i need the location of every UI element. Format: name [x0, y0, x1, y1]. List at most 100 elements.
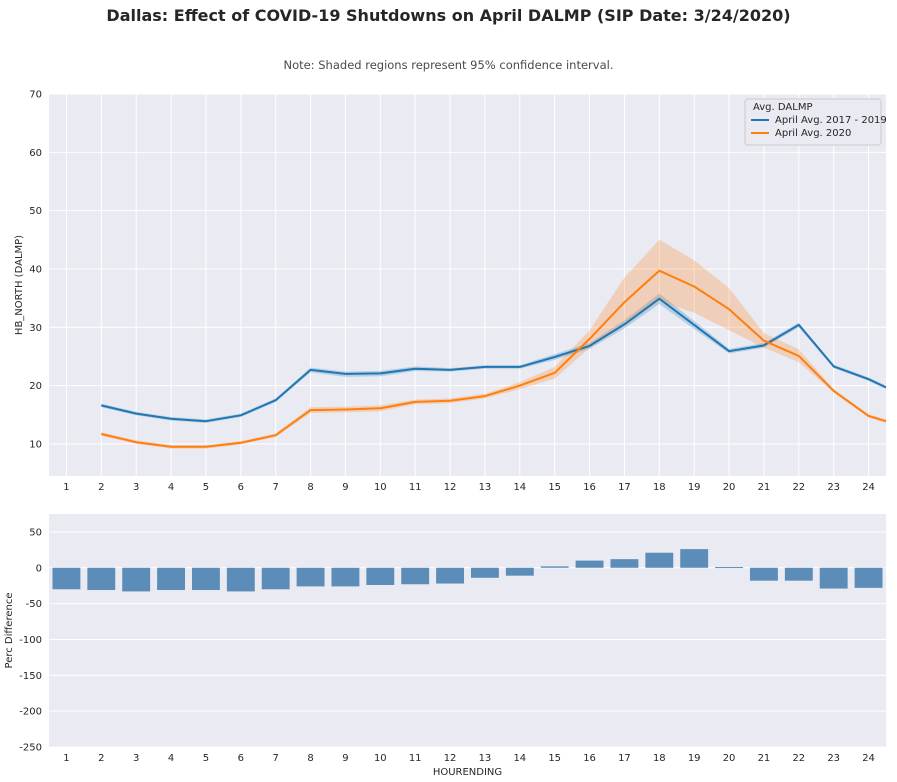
series-line-2: [101, 269, 887, 448]
top-x-tick-label: 22: [792, 482, 805, 493]
top-y-tick-label: 70: [29, 90, 42, 101]
top-x-tick-label: 11: [409, 482, 422, 493]
top-x-tick-label: 1: [63, 482, 69, 493]
bottom-x-tick-label: 22: [792, 753, 805, 764]
series-ci-band-1: [101, 293, 887, 423]
top-y-tick-label: 40: [29, 264, 42, 275]
bar-7: [261, 567, 290, 590]
bottom-x-tick-label: 10: [374, 753, 387, 764]
bar-17: [610, 559, 639, 568]
series-ci-band-2: [101, 239, 887, 449]
bottom-x-tick-label: 12: [444, 753, 457, 764]
top-x-tick-label: 15: [548, 482, 561, 493]
legend-title: Avg. DALMP: [753, 102, 812, 113]
bottom-x-tick-label: 1: [63, 753, 69, 764]
bar-1: [52, 567, 81, 590]
legend: Avg. DALMP April Avg. 2017 - 2019 April Av…: [744, 98, 887, 146]
bottom-x-tick-label: 15: [548, 753, 561, 764]
bar-24: [854, 567, 883, 588]
bottom-x-tick-label: 21: [758, 753, 771, 764]
bar-5: [191, 567, 220, 590]
bar-2: [87, 567, 116, 590]
top-x-tick-label: 13: [479, 482, 492, 493]
bottom-x-tick-label: 13: [479, 753, 492, 764]
bottom-y-axis-label: Perc Difference: [4, 593, 15, 669]
bottom-x-tick-label: 8: [307, 753, 313, 764]
bar-8: [296, 567, 325, 587]
bar-16: [575, 560, 604, 568]
top-x-tick-label: 18: [653, 482, 666, 493]
bottom-y-tick-label: 50: [29, 527, 42, 538]
top-x-tick-label: 17: [618, 482, 631, 493]
legend-entry-1: April Avg. 2017 - 2019: [775, 115, 887, 126]
bottom-x-tick-label: 24: [862, 753, 875, 764]
bottom-x-tick-label: 2: [98, 753, 104, 764]
bar-21: [749, 567, 778, 581]
top-x-tick-label: 16: [583, 482, 596, 493]
bottom-x-tick-label: 20: [723, 753, 736, 764]
bottom-x-tick-label: 11: [409, 753, 422, 764]
bottom-x-tick-label: 18: [653, 753, 666, 764]
top-y-tick-label: 50: [29, 206, 42, 217]
series-line-1: [101, 297, 887, 423]
top-x-tick-label: 23: [827, 482, 840, 493]
top-x-tick-label: 12: [444, 482, 457, 493]
bottom-y-tick-label: -100: [19, 635, 42, 646]
top-y-tick-label: 30: [29, 323, 42, 334]
bottom-x-tick-label: 7: [273, 753, 279, 764]
top-x-tick-label: 24: [862, 482, 875, 493]
top-x-tick-label: 7: [273, 482, 279, 493]
bottom-x-tick-label: 3: [133, 753, 139, 764]
bar-10: [366, 567, 395, 585]
bottom-y-tick-label: -150: [19, 671, 42, 682]
bottom-plot-area: [49, 514, 886, 747]
bar-9: [331, 567, 360, 587]
bottom-x-tick-label: 5: [203, 753, 209, 764]
bottom-x-tick-label: 19: [688, 753, 701, 764]
bottom-x-tick-label: 17: [618, 753, 631, 764]
bar-11: [401, 567, 430, 585]
bottom-x-tick-label: 14: [513, 753, 526, 764]
top-x-tick-label: 9: [342, 482, 348, 493]
bottom-x-tick-label: 23: [827, 753, 840, 764]
bottom-x-tick-label: 6: [238, 753, 244, 764]
bottom-y-tick-label: -50: [26, 599, 42, 610]
bar-6: [226, 567, 255, 592]
bottom-y-tick-label: -200: [19, 707, 42, 718]
figure-note: Note: Shaded regions represent 95% confi…: [283, 58, 614, 72]
bar-22: [784, 567, 813, 581]
bottom-x-tick-label: 9: [342, 753, 348, 764]
bar-3: [122, 567, 151, 592]
legend-box: [744, 98, 882, 146]
bar-19: [680, 549, 709, 568]
top-x-tick-label: 10: [374, 482, 387, 493]
top-plot-area: [49, 94, 886, 476]
top-y-tick-label: 60: [29, 148, 42, 159]
bottom-y-tick-label: -250: [19, 743, 42, 754]
legend-entry-2: April Avg. 2020: [775, 128, 851, 139]
top-x-tick-label: 5: [203, 482, 209, 493]
bar-23: [819, 567, 848, 589]
top-x-tick-label: 2: [98, 482, 104, 493]
bar-13: [470, 567, 499, 578]
top-x-tick-label: 20: [723, 482, 736, 493]
bottom-y-tick-label: 0: [36, 563, 42, 574]
bottom-x-tick-label: 4: [168, 753, 174, 764]
top-x-tick-label: 6: [238, 482, 244, 493]
top-x-tick-label: 19: [688, 482, 701, 493]
bar-18: [645, 552, 674, 568]
bar-14: [505, 567, 534, 576]
top-y-tick-label: 10: [29, 439, 42, 450]
top-x-tick-label: 4: [168, 482, 174, 493]
bottom-x-tick-label: 16: [583, 753, 596, 764]
bar-4: [157, 567, 186, 590]
top-x-tick-label: 21: [758, 482, 771, 493]
top-x-tick-label: 3: [133, 482, 139, 493]
bottom-x-axis-label: HOURENDING: [433, 767, 502, 778]
top-x-tick-label: 8: [307, 482, 313, 493]
bar-20: [715, 567, 744, 569]
bar-15: [540, 566, 569, 568]
top-x-tick-label: 14: [513, 482, 526, 493]
bar-12: [436, 567, 465, 584]
